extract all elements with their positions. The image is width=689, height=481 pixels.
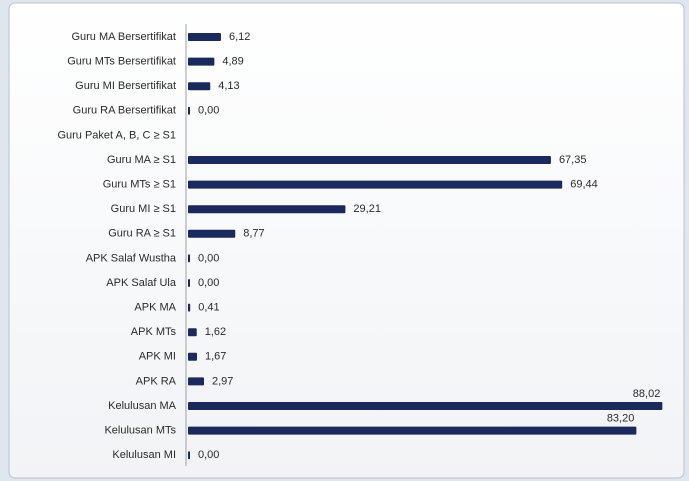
bar xyxy=(188,451,190,460)
data-label: 67,35 xyxy=(559,154,587,166)
bar xyxy=(188,377,205,386)
y-tick-label: APK Salaf Wustha xyxy=(86,252,177,264)
bar xyxy=(188,229,236,238)
y-tick-label: Kelulusan MI xyxy=(112,449,176,461)
y-tick-label: Guru MTs ≥ S1 xyxy=(103,179,176,191)
y-tick-label: APK MI xyxy=(139,351,176,363)
y-tick-label: APK MA xyxy=(134,302,176,314)
data-label: 4,13 xyxy=(218,80,239,92)
data-label: 8,77 xyxy=(243,228,264,240)
bar xyxy=(188,279,190,287)
data-label: 0,00 xyxy=(198,449,219,461)
bar xyxy=(188,352,197,361)
bar xyxy=(188,402,663,410)
y-tick-label: Kelulusan MTs xyxy=(104,425,176,437)
chart-frame xyxy=(8,2,685,479)
y-tick-label: Guru RA ≥ S1 xyxy=(108,228,176,240)
bar xyxy=(188,156,551,164)
bar xyxy=(188,180,563,189)
data-label: 0,00 xyxy=(198,252,219,264)
data-label: 0,00 xyxy=(198,277,219,289)
bar xyxy=(188,33,221,41)
y-tick-label: Guru RA Bersertifikat xyxy=(73,105,176,117)
data-label: 0,00 xyxy=(198,105,219,117)
data-label: 0,41 xyxy=(198,302,219,314)
bar xyxy=(188,426,637,435)
bar xyxy=(188,57,215,66)
bar xyxy=(188,254,190,263)
y-tick-label: APK RA xyxy=(136,375,177,387)
y-tick-label: Guru Paket A, B, C ≥ S1 xyxy=(57,129,176,141)
bar xyxy=(188,106,190,115)
data-label: 83,20 xyxy=(607,413,635,425)
y-tick-label: Guru MA ≥ S1 xyxy=(107,154,176,166)
data-label: 88,02 xyxy=(633,388,661,400)
y-tick-label: Kelulusan MA xyxy=(108,400,177,412)
data-label: 2,97 xyxy=(212,375,233,387)
y-tick-label: APK Salaf Ula xyxy=(106,277,177,289)
data-label: 1,62 xyxy=(205,326,226,338)
y-tick-label: Guru MA Bersertifikat xyxy=(71,31,176,43)
data-label: 6,12 xyxy=(229,31,250,43)
data-label: 4,89 xyxy=(222,56,243,68)
y-tick-label: Guru MTs Bersertifikat xyxy=(67,56,176,68)
data-label: 1,67 xyxy=(205,351,226,363)
y-tick-label: Guru MI ≥ S1 xyxy=(111,203,176,215)
data-label: 69,44 xyxy=(570,179,598,191)
bar xyxy=(188,303,191,312)
y-tick-label: Guru MI Bersertifikat xyxy=(75,80,176,92)
bar xyxy=(188,82,211,91)
bar xyxy=(188,328,197,337)
data-label: 29,21 xyxy=(353,203,381,215)
bar xyxy=(188,205,346,214)
y-tick-label: APK MTs xyxy=(131,326,177,338)
